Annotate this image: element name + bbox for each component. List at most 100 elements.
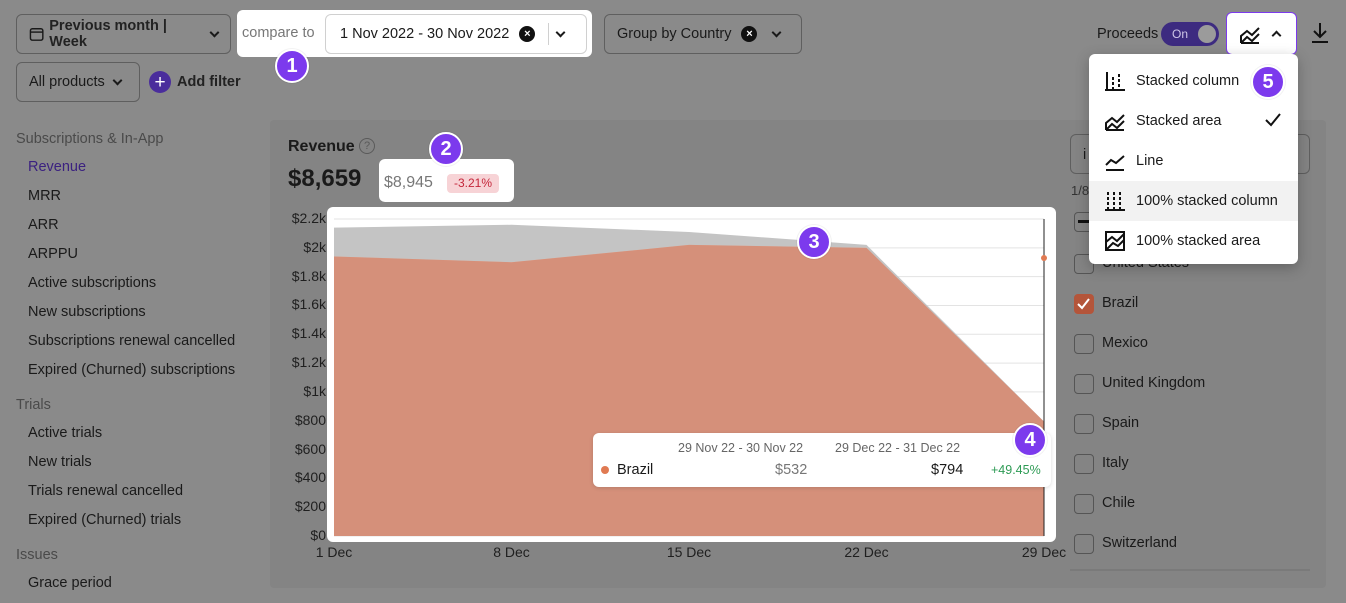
tooltip-period-b: 29 Dec 22 - 31 Dec 22	[835, 441, 961, 455]
change-badge: -3.21%	[447, 174, 500, 193]
country-label[interactable]: Chile	[1102, 495, 1136, 511]
chevron-down-icon[interactable]	[548, 23, 566, 45]
download-icon[interactable]	[1311, 22, 1329, 44]
sidebar-item-expired-subscriptions[interactable]: Expired (Churned) subscriptions	[28, 362, 236, 378]
sidebar-item-expired-trials[interactable]: Expired (Churned) trials	[28, 512, 182, 528]
callout-badge-5: 5	[1251, 65, 1285, 99]
checkmark-icon	[1077, 298, 1090, 310]
x-tick-label: 1 Dec	[315, 544, 353, 560]
country-checkbox[interactable]	[1074, 254, 1094, 274]
sidebar-item-revenue[interactable]: Revenue	[28, 159, 87, 175]
y-tick-label: $600	[294, 440, 326, 457]
tooltip-dot	[601, 466, 609, 474]
tooltip-period-a: 29 Nov 22 - 30 Nov 22	[678, 441, 804, 455]
callout-badge-4: 4	[1013, 423, 1047, 457]
help-icon[interactable]: ?	[359, 138, 375, 154]
menu-item-line[interactable]: Line	[1089, 141, 1298, 181]
add-filter-label: Add filter	[177, 74, 241, 90]
group-by-select[interactable]: Group by Country ×	[604, 14, 802, 54]
sidebar-item-active-trials[interactable]: Active trials	[28, 425, 103, 441]
sidebar-item-arr[interactable]: ARR	[28, 217, 59, 233]
group-by-label: Group by Country	[617, 26, 732, 42]
y-tick-label: $2.2k	[291, 210, 326, 226]
menu-item-label: Stacked column	[1136, 73, 1240, 89]
menu-item-label: 100% stacked area	[1136, 233, 1261, 249]
add-filter-button[interactable]: + Add filter	[149, 71, 241, 93]
menu-item-100-stacked-area[interactable]: 100% stacked area	[1089, 221, 1298, 261]
countries-count: 1/8	[1071, 183, 1090, 198]
x-tick-label: 29 Dec	[1021, 544, 1067, 560]
sidebar-item-new-subscriptions[interactable]: New subscriptions	[28, 304, 146, 320]
calendar-icon	[29, 28, 44, 41]
sidebar-item-active-subscriptions[interactable]: Active subscriptions	[28, 275, 157, 291]
country-label[interactable]: Italy	[1102, 455, 1129, 471]
checkmark-icon	[1265, 113, 1281, 127]
x-tick-label: 8 Dec	[493, 544, 530, 560]
chart-tooltip: 29 Nov 22 - 30 Nov 22 29 Dec 22 - 31 Dec…	[593, 433, 1051, 487]
plus-icon: +	[149, 71, 171, 93]
search-text: i	[1083, 147, 1087, 163]
sidebar-item-mrr[interactable]: MRR	[28, 188, 62, 204]
country-label[interactable]: Mexico	[1102, 335, 1148, 351]
y-tick-label: $1.6k	[291, 296, 326, 313]
y-tick-label: $400	[294, 469, 326, 486]
clear-group-icon[interactable]: ×	[741, 26, 758, 42]
sidebar-item-arppu[interactable]: ARPPU	[28, 246, 78, 262]
menu-item-label: 100% stacked column	[1136, 193, 1278, 209]
callout-badge-3: 3	[797, 225, 831, 259]
proceeds-toggle-text: On	[1172, 27, 1189, 41]
compare-range-value: 1 Nov 2022 - 30 Nov 2022	[340, 26, 510, 42]
country-list-footer	[1070, 569, 1310, 571]
tooltip-change: +49.45%	[991, 463, 1041, 477]
sidebar-section-title: Trials	[16, 397, 51, 413]
series-area-brazil	[334, 244, 1044, 536]
menu-item-stacked-column[interactable]: Stacked column	[1089, 61, 1298, 101]
menu-item-label: Stacked area	[1136, 113, 1222, 129]
country-label[interactable]: United Kingdom	[1102, 375, 1206, 391]
country-checkbox[interactable]	[1074, 414, 1094, 434]
country-label[interactable]: Brazil	[1102, 295, 1139, 311]
country-label[interactable]: Spain	[1102, 415, 1140, 431]
country-checkbox[interactable]	[1074, 454, 1094, 474]
country-checkbox[interactable]	[1074, 374, 1094, 394]
proceeds-toggle[interactable]: On	[1161, 22, 1219, 46]
sidebar-section-title: Issues	[16, 547, 58, 563]
sidebar-item-grace-period[interactable]: Grace period	[28, 575, 112, 591]
sidebar-item-new-trials[interactable]: New trials	[28, 454, 92, 470]
products-select[interactable]: All products	[16, 62, 140, 102]
menu-item-stacked-area[interactable]: Stacked area	[1089, 101, 1298, 141]
y-tick-label: $1.8k	[291, 267, 326, 284]
toggle-knob	[1198, 25, 1216, 43]
country-checkbox[interactable]	[1074, 494, 1094, 514]
percent-stacked-area-icon	[1105, 231, 1125, 251]
menu-item-100-stacked-column[interactable]: 100% stacked column	[1089, 181, 1298, 221]
y-tick-label: $0	[310, 527, 326, 543]
callout-badge-1: 1	[275, 49, 309, 83]
chart-type-button[interactable]	[1226, 12, 1297, 55]
sidebar-item-subscriptions-renewal-cancelled[interactable]: Subscriptions renewal cancelled	[28, 333, 236, 349]
tooltip-country: Brazil	[617, 462, 654, 478]
percent-stacked-column-icon	[1105, 192, 1125, 211]
x-tick-label: 15 Dec	[666, 544, 712, 560]
period-select[interactable]: Previous month | Week	[16, 14, 231, 54]
country-label[interactable]: Switzerland	[1102, 535, 1177, 551]
metric-value: $8,659	[288, 165, 362, 192]
period-label: Previous month | Week	[49, 18, 167, 50]
y-tick-label: $200	[294, 498, 326, 515]
menu-item-label: Line	[1136, 153, 1164, 169]
compare-value: $8,945	[384, 174, 433, 191]
country-checkbox[interactable]	[1074, 294, 1094, 314]
y-tick-label: $800	[294, 411, 326, 428]
x-tick-label: 22 Dec	[844, 544, 889, 560]
stacked-column-icon	[1105, 72, 1125, 91]
line-chart-icon	[1105, 155, 1125, 171]
sidebar-item-trials-renewal-cancelled[interactable]: Trials renewal cancelled	[28, 483, 184, 499]
country-checkbox[interactable]	[1074, 534, 1094, 554]
sidebar-section-title: Subscriptions & In-App	[16, 131, 164, 147]
tooltip-value-a: $532	[775, 462, 808, 478]
proceeds-label: Proceeds	[1097, 26, 1159, 42]
country-checkbox[interactable]	[1074, 334, 1094, 354]
clear-compare-icon[interactable]: ×	[519, 26, 536, 42]
callout-badge-2: 2	[429, 132, 463, 166]
compare-range-select[interactable]: 1 Nov 2022 - 30 Nov 2022 ×	[325, 14, 587, 54]
